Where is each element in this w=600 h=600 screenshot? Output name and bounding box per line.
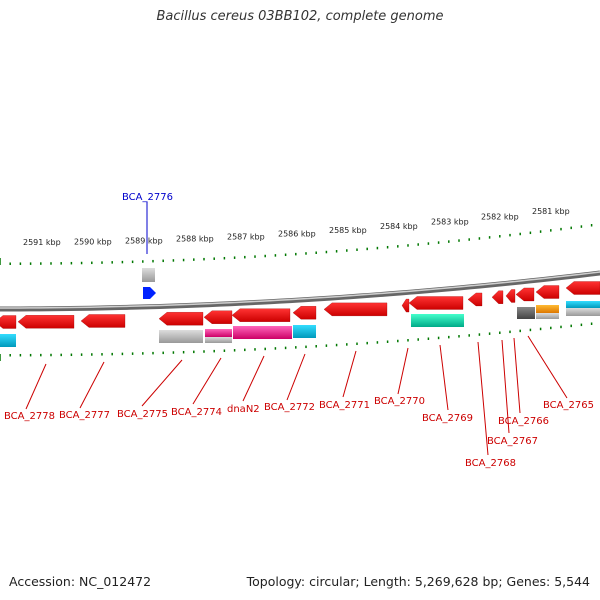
cog-box: [205, 337, 232, 343]
cog-box: [205, 329, 232, 337]
gene-arrow-forward: [143, 287, 156, 299]
gene-label: BCA_2766: [498, 416, 549, 427]
accession-label: Accession: NC_012472: [9, 574, 152, 589]
cog-box: [233, 326, 292, 339]
gene-arrow: [401, 298, 410, 313]
scale-label: 2587 kbp: [227, 232, 265, 241]
gene-arrow: [505, 289, 516, 303]
gene-label: BCA_2774: [171, 407, 222, 418]
scale-label: 2589 kbp: [125, 236, 163, 245]
label-leader-line: [342, 350, 357, 398]
cog-box: [0, 334, 16, 347]
label-leader-line: [79, 361, 105, 409]
gene-arrow: [515, 287, 535, 302]
scale-label: 2583 kbp: [431, 218, 469, 227]
cog-box: [159, 330, 203, 343]
gene-label: BCA_2770: [374, 396, 425, 407]
topology-label: Topology: circular; Length: 5,269,628 bp…: [246, 574, 590, 589]
gene-arrow: [323, 302, 388, 317]
gene-arrow: [158, 312, 204, 326]
label-leader-line: [397, 347, 409, 395]
scale-label: 2588 kbp: [176, 235, 214, 244]
label-leader-line: [242, 355, 265, 402]
cog-box: [536, 313, 559, 319]
scale-label: 2581 kbp: [532, 207, 570, 216]
cog-box: [411, 314, 464, 327]
scale-label: 2590 kbp: [74, 237, 112, 246]
label-leader-line: [25, 363, 47, 410]
gene-label: BCA_2772: [264, 402, 315, 413]
gene-arrow: [17, 315, 75, 329]
gene-arrow: [408, 296, 464, 310]
scale-label: 2582 kbp: [481, 213, 519, 222]
gene-label: BCA_2765: [543, 400, 594, 411]
gene-arrow: [203, 310, 233, 324]
scale-label: 2585 kbp: [329, 226, 367, 235]
cog-box: [517, 307, 535, 319]
gene-arrow: [231, 308, 291, 322]
gene-arrow: [0, 315, 17, 329]
cog-box: [566, 301, 600, 308]
gene-label: BCA_2777: [59, 410, 110, 421]
scale-label: 2586 kbp: [278, 229, 316, 238]
gene-label: dnaN2: [227, 404, 260, 415]
gene-arrow: [491, 290, 504, 304]
label-leader-line: [141, 359, 183, 407]
backbone-line: [0, 270, 600, 312]
label-leader-line: [501, 339, 510, 434]
gene-arrow: [467, 292, 483, 307]
map-title: Bacillus cereus 03BB102, complete genome: [156, 9, 444, 24]
cog-box: [142, 268, 155, 282]
gene-label: BCA_2776: [122, 192, 173, 203]
gene-arrow: [80, 314, 126, 328]
gene-label: BCA_2767: [487, 436, 538, 447]
cog-box: [566, 308, 600, 316]
label-leader-line: [477, 341, 489, 456]
label-leader-line: [513, 337, 521, 414]
gene-label: BCA_2775: [117, 409, 168, 420]
label-leader-line: [439, 344, 449, 411]
backbone-highlight: [0, 271, 600, 309]
gene-label: BCA_2768: [465, 458, 516, 469]
cog-box: [536, 305, 559, 313]
gene-arrow: [292, 306, 317, 320]
label-leader-line: [286, 353, 306, 401]
label-leader-line: [527, 335, 568, 399]
gene-label: BCA_2771: [319, 400, 370, 411]
cog-box: [293, 325, 316, 338]
scale-label: 2591 kbp: [23, 238, 61, 247]
gene-label: BCA_2769: [422, 413, 473, 424]
gene-arrow: [535, 285, 560, 299]
scale-label: 2584 kbp: [380, 222, 418, 231]
gene-label: BCA_2778: [4, 411, 55, 422]
gene-arrow: [565, 281, 600, 295]
label-leader-line: [192, 357, 222, 405]
